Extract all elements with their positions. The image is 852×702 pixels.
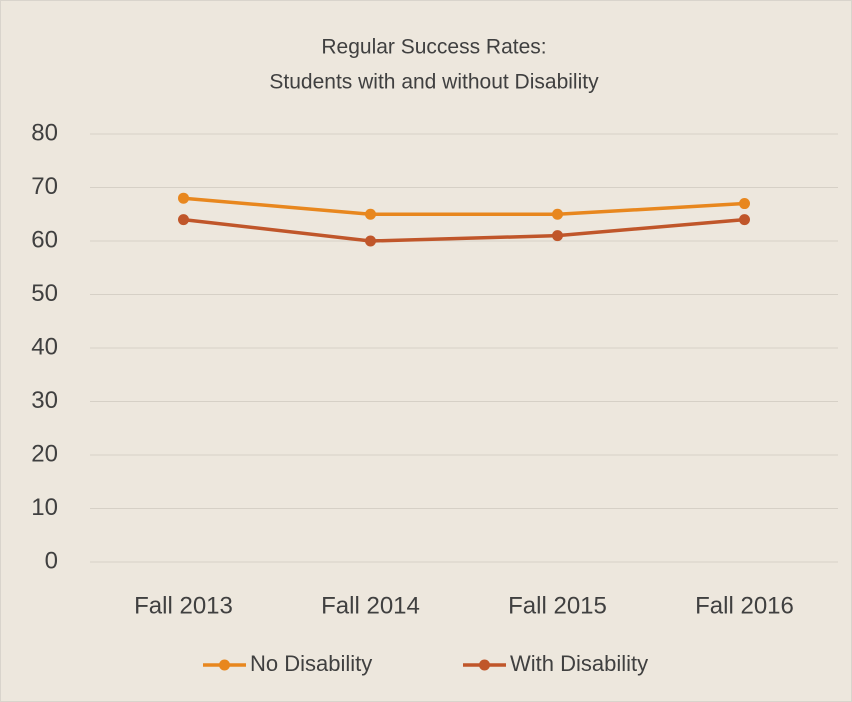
y-tick-label: 20 — [31, 440, 58, 467]
y-tick-label: 0 — [45, 547, 58, 574]
y-tick-label: 80 — [31, 119, 58, 146]
x-tick-label: Fall 2013 — [134, 592, 233, 619]
series-line — [183, 196, 745, 216]
point — [365, 208, 376, 220]
y-tick-label: 70 — [31, 173, 58, 200]
legend-label: No Disability — [250, 651, 372, 676]
x-tick-label: Fall 2016 — [695, 592, 794, 619]
point — [739, 214, 750, 226]
x-tick-label: Fall 2014 — [321, 592, 420, 619]
x-tick-label: Fall 2015 — [508, 592, 607, 619]
chart-title: Regular Success Rates: — [321, 36, 546, 59]
y-tick-label: 30 — [31, 387, 58, 414]
y-tick-label: 10 — [31, 494, 58, 521]
series-line — [183, 217, 745, 243]
point — [178, 214, 189, 226]
point — [365, 235, 376, 247]
y-tick-label: 50 — [31, 280, 58, 307]
point — [178, 192, 189, 204]
point — [552, 208, 563, 220]
legend-label: With Disability — [510, 651, 648, 676]
chart-title: Students with and without Disability — [269, 71, 599, 94]
point — [552, 230, 563, 242]
y-tick-label: 40 — [31, 333, 58, 360]
y-tick-label: 60 — [31, 226, 58, 253]
legend-marker — [479, 659, 490, 671]
legend-marker — [219, 659, 230, 671]
point — [739, 198, 750, 210]
